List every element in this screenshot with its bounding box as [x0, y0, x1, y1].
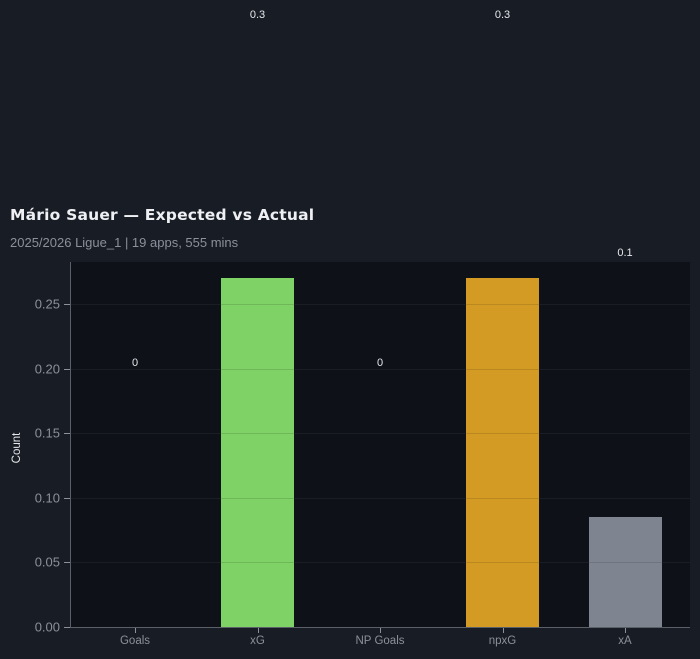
y-tick-mark	[64, 562, 70, 564]
value-label: 0.3	[249, 9, 266, 21]
gridline	[466, 497, 539, 499]
y-tick-mark	[64, 304, 70, 305]
bar-npxg	[466, 278, 539, 627]
chart-title: Mário Sauer — Expected vs Actual	[10, 206, 315, 224]
y-tick-mark	[64, 433, 70, 435]
x-tick-label: npxG	[488, 635, 517, 647]
gridline	[221, 303, 294, 305]
gridline	[466, 433, 539, 435]
gridline	[588, 562, 662, 564]
gridline	[70, 562, 690, 564]
x-tick-mark	[135, 628, 136, 633]
bar-xg	[221, 278, 294, 627]
y-tick-mark	[64, 497, 70, 499]
x-tick-mark	[502, 628, 504, 633]
y-tick-label: 0.20	[34, 361, 60, 377]
gridline	[221, 497, 294, 499]
x-tick-label: xG	[250, 635, 265, 647]
gridline	[221, 433, 294, 435]
gridline	[466, 303, 539, 305]
y-axis-label: Count	[11, 432, 23, 464]
gridline	[70, 497, 690, 499]
value-label: 0	[376, 357, 384, 369]
x-tick-label: NP Goals	[355, 635, 405, 647]
x-axis-line	[70, 627, 690, 628]
gridline	[70, 433, 690, 435]
value-label: 0.1	[617, 247, 633, 259]
gridline	[466, 562, 539, 564]
x-tick-mark	[257, 628, 259, 633]
value-label: 0.3	[494, 9, 511, 21]
x-tick-mark	[625, 628, 626, 633]
gridline	[466, 368, 539, 370]
y-tick-mark	[64, 627, 70, 628]
y-axis-line	[70, 262, 71, 628]
gridline	[70, 368, 690, 370]
plot-area	[70, 262, 690, 627]
gridline	[70, 304, 690, 305]
value-label: 0	[131, 357, 139, 369]
gridline	[221, 368, 294, 370]
y-tick-label: 0.05	[34, 554, 60, 570]
y-tick-label: 0.15	[34, 425, 60, 441]
bar-xa	[588, 517, 662, 627]
chart-subtitle: 2025/2026 Ligue_1 | 19 apps, 555 mins	[10, 235, 239, 250]
gridline	[221, 562, 294, 564]
x-tick-label: Goals	[119, 635, 151, 647]
y-tick-label: 0.10	[34, 490, 60, 506]
y-tick-label: 0.25	[34, 296, 60, 312]
y-tick-mark	[64, 368, 70, 370]
x-tick-mark	[380, 628, 381, 633]
x-tick-label: xA	[618, 635, 632, 647]
y-tick-label: 0.00	[34, 619, 60, 635]
